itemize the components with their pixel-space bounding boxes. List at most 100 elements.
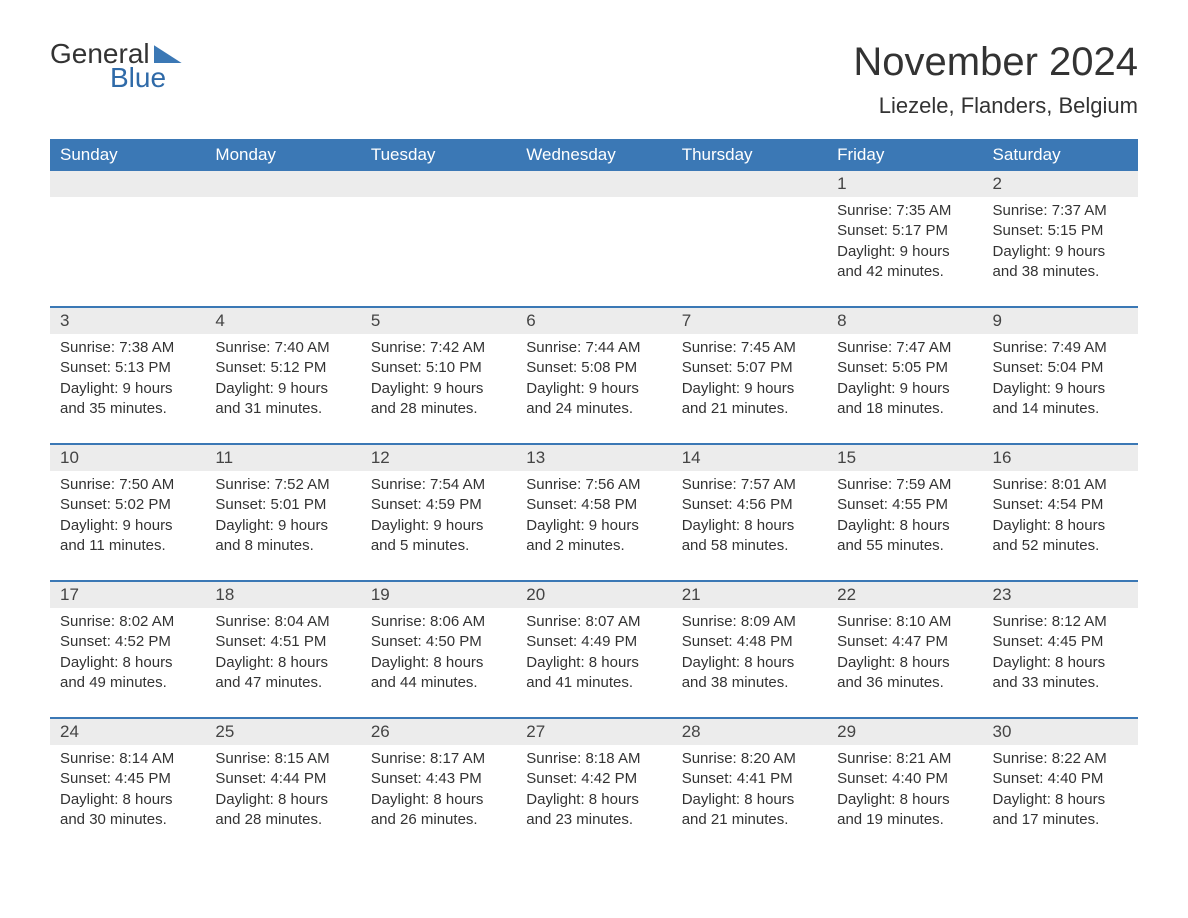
sunset-line: Sunset: 4:48 PM	[682, 632, 817, 652]
daylight-line: Daylight: 9 hours and 2 minutes.	[526, 516, 661, 557]
weekday-header-row: SundayMondayTuesdayWednesdayThursdayFrid…	[50, 139, 1138, 171]
logo-flag-icon	[154, 45, 182, 63]
day-body: Sunrise: 7:52 AMSunset: 5:01 PMDaylight:…	[205, 475, 360, 556]
sunrise-line: Sunrise: 8:09 AM	[682, 612, 817, 632]
daylight-line: Daylight: 9 hours and 42 minutes.	[837, 242, 972, 283]
sunset-line: Sunset: 4:55 PM	[837, 495, 972, 515]
sunset-line: Sunset: 5:13 PM	[60, 358, 195, 378]
sunrise-line: Sunrise: 8:21 AM	[837, 749, 972, 769]
calendar-day-cell: 21 Sunrise: 8:09 AMSunset: 4:48 PMDayligh…	[672, 581, 827, 718]
calendar-day-cell: 8 Sunrise: 7:47 AMSunset: 5:05 PMDaylight…	[827, 307, 982, 444]
sunset-line: Sunset: 4:40 PM	[993, 769, 1128, 789]
daylight-line: Daylight: 8 hours and 52 minutes.	[993, 516, 1128, 557]
sunset-line: Sunset: 4:59 PM	[371, 495, 506, 515]
sunset-line: Sunset: 4:47 PM	[837, 632, 972, 652]
calendar-day-cell	[516, 171, 671, 307]
sunset-line: Sunset: 5:04 PM	[993, 358, 1128, 378]
sunrise-line: Sunrise: 7:50 AM	[60, 475, 195, 495]
sunset-line: Sunset: 4:56 PM	[682, 495, 817, 515]
calendar-day-cell: 16Sunrise: 8:01 AMSunset: 4:54 PMDayligh…	[983, 444, 1138, 581]
sunrise-line: Sunrise: 8:15 AM	[215, 749, 350, 769]
calendar-day-cell: 18 Sunrise: 8:04 AMSunset: 4:51 PMDayligh…	[205, 581, 360, 718]
day-number: 4	[205, 308, 360, 334]
sunrise-line: Sunrise: 8:07 AM	[526, 612, 661, 632]
calendar-day-cell: 4Sunrise: 7:40 AMSunset: 5:12 PMDaylight…	[205, 307, 360, 444]
calendar-day-cell: 6 Sunrise: 7:44 AMSunset: 5:08 PMDaylight…	[516, 307, 671, 444]
sunset-line: Sunset: 4:54 PM	[993, 495, 1128, 515]
calendar-day-cell: 24Sunrise: 8:14 AMSunset: 4:45 PMDayligh…	[50, 718, 205, 854]
calendar-day-cell: 15 Sunrise: 7:59 AMSunset: 4:55 PMDayligh…	[827, 444, 982, 581]
calendar-day-cell: 20Sunrise: 8:07 AMSunset: 4:49 PMDayligh…	[516, 581, 671, 718]
daylight-line: Daylight: 8 hours and 28 minutes.	[215, 790, 350, 831]
sunset-line: Sunset: 5:17 PM	[837, 221, 972, 241]
day-body: Sunrise: 7:44 AMSunset: 5:08 PMDaylight:…	[516, 338, 671, 419]
sunrise-line: Sunrise: 7:37 AM	[993, 201, 1128, 221]
calendar-day-cell: 10 Sunrise: 7:50 AMSunset: 5:02 PMDayligh…	[50, 444, 205, 581]
day-number: 12	[361, 445, 516, 471]
day-body: Sunrise: 7:37 AMSunset: 5:15 PMDaylight:…	[983, 201, 1138, 282]
sunrise-line: Sunrise: 8:12 AM	[993, 612, 1128, 632]
sunrise-line: Sunrise: 7:52 AM	[215, 475, 350, 495]
day-number	[672, 171, 827, 197]
day-body: Sunrise: 8:06 AMSunset: 4:50 PMDaylight:…	[361, 612, 516, 693]
calendar-week-row: 3Sunrise: 7:38 AMSunset: 5:13 PMDaylight…	[50, 307, 1138, 444]
day-number: 22	[827, 582, 982, 608]
daylight-line: Daylight: 9 hours and 38 minutes.	[993, 242, 1128, 283]
weekday-header: Tuesday	[361, 139, 516, 171]
calendar-week-row: 1Sunrise: 7:35 AMSunset: 5:17 PMDaylight…	[50, 171, 1138, 307]
sunrise-line: Sunrise: 8:20 AM	[682, 749, 817, 769]
day-number: 21	[672, 582, 827, 608]
calendar-day-cell: 30Sunrise: 8:22 AMSunset: 4:40 PMDayligh…	[983, 718, 1138, 854]
daylight-line: Daylight: 8 hours and 33 minutes.	[993, 653, 1128, 694]
day-body: Sunrise: 8:04 AMSunset: 4:51 PMDaylight:…	[205, 612, 360, 693]
sunset-line: Sunset: 5:08 PM	[526, 358, 661, 378]
daylight-line: Daylight: 8 hours and 47 minutes.	[215, 653, 350, 694]
daylight-line: Daylight: 8 hours and 38 minutes.	[682, 653, 817, 694]
day-number: 18	[205, 582, 360, 608]
day-number	[205, 171, 360, 197]
sunset-line: Sunset: 4:42 PM	[526, 769, 661, 789]
sunrise-line: Sunrise: 7:56 AM	[526, 475, 661, 495]
day-number: 8	[827, 308, 982, 334]
calendar-day-cell: 3Sunrise: 7:38 AMSunset: 5:13 PMDaylight…	[50, 307, 205, 444]
day-body: Sunrise: 7:45 AMSunset: 5:07 PMDaylight:…	[672, 338, 827, 419]
title-block: November 2024 Liezele, Flanders, Belgium	[853, 40, 1138, 119]
page-header: General Blue November 2024 Liezele, Flan…	[50, 40, 1138, 119]
weekday-header: Sunday	[50, 139, 205, 171]
sunset-line: Sunset: 4:45 PM	[993, 632, 1128, 652]
daylight-line: Daylight: 8 hours and 21 minutes.	[682, 790, 817, 831]
calendar-day-cell: 1 Sunrise: 7:35 AMSunset: 5:17 PMDaylight…	[827, 171, 982, 307]
calendar-day-cell: 27Sunrise: 8:18 AMSunset: 4:42 PMDayligh…	[516, 718, 671, 854]
day-number	[50, 171, 205, 197]
day-number: 9	[983, 308, 1138, 334]
sunset-line: Sunset: 4:43 PM	[371, 769, 506, 789]
sunset-line: Sunset: 5:02 PM	[60, 495, 195, 515]
sunrise-line: Sunrise: 8:18 AM	[526, 749, 661, 769]
daylight-line: Daylight: 9 hours and 11 minutes.	[60, 516, 195, 557]
weekday-header: Saturday	[983, 139, 1138, 171]
daylight-line: Daylight: 8 hours and 17 minutes.	[993, 790, 1128, 831]
day-body: Sunrise: 7:47 AMSunset: 5:05 PMDaylight:…	[827, 338, 982, 419]
day-number: 10	[50, 445, 205, 471]
sunrise-line: Sunrise: 7:54 AM	[371, 475, 506, 495]
day-number: 1	[827, 171, 982, 197]
sunrise-line: Sunrise: 8:14 AM	[60, 749, 195, 769]
day-number: 20	[516, 582, 671, 608]
sunrise-line: Sunrise: 7:47 AM	[837, 338, 972, 358]
weekday-header: Wednesday	[516, 139, 671, 171]
day-number: 15	[827, 445, 982, 471]
day-body: Sunrise: 7:38 AMSunset: 5:13 PMDaylight:…	[50, 338, 205, 419]
day-number: 6	[516, 308, 671, 334]
calendar-day-cell	[50, 171, 205, 307]
day-body: Sunrise: 7:49 AMSunset: 5:04 PMDaylight:…	[983, 338, 1138, 419]
sunrise-line: Sunrise: 7:35 AM	[837, 201, 972, 221]
day-number: 14	[672, 445, 827, 471]
calendar-week-row: 10Sunrise: 7:50 AMSunset: 5:02 PMDayligh…	[50, 444, 1138, 581]
day-body: Sunrise: 7:54 AMSunset: 4:59 PMDaylight:…	[361, 475, 516, 556]
day-body: Sunrise: 7:59 AMSunset: 4:55 PMDaylight:…	[827, 475, 982, 556]
weekday-header: Monday	[205, 139, 360, 171]
sunset-line: Sunset: 4:58 PM	[526, 495, 661, 515]
calendar-day-cell: 2Sunrise: 7:37 AMSunset: 5:15 PMDaylight…	[983, 171, 1138, 307]
daylight-line: Daylight: 9 hours and 8 minutes.	[215, 516, 350, 557]
day-body: Sunrise: 8:14 AMSunset: 4:45 PMDaylight:…	[50, 749, 205, 830]
